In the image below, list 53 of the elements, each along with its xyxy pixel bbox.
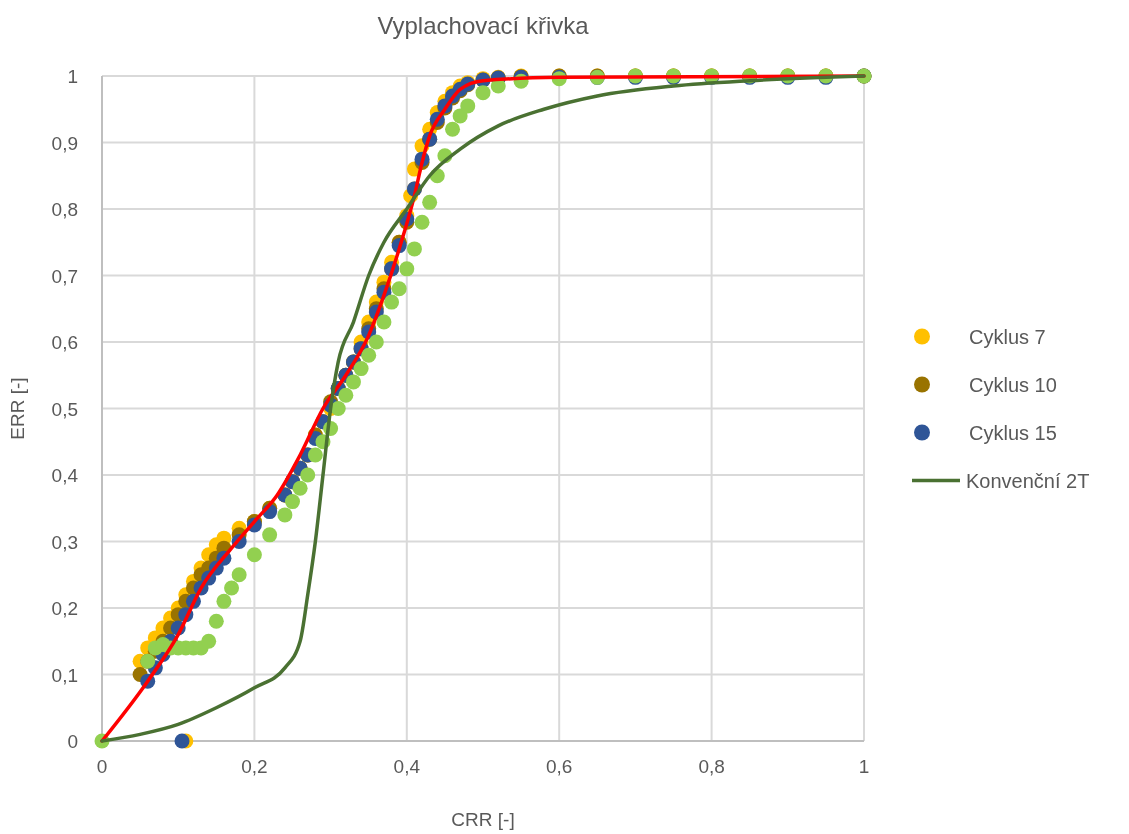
x-tick-label: 0,2 — [241, 756, 268, 777]
x-tick-label: 1 — [858, 756, 870, 777]
y-tick-label: 0,7 — [51, 265, 78, 287]
y-tick-label: 0 — [67, 731, 78, 752]
legend-label: Konvenční 2T — [966, 469, 1090, 492]
point — [307, 447, 323, 463]
point — [376, 314, 392, 330]
y-tick-label: 0,2 — [51, 598, 78, 619]
y-tick-label: 0,4 — [51, 465, 79, 486]
y-axis-title: ERR [-] — [7, 377, 28, 440]
legend-label: Cyklus 15 — [969, 421, 1057, 444]
legend-label: Cyklus 10 — [969, 373, 1057, 396]
point — [277, 507, 293, 523]
point — [445, 121, 461, 137]
point — [353, 361, 369, 377]
point — [422, 194, 438, 210]
point — [262, 527, 278, 543]
point — [460, 98, 476, 114]
point — [208, 613, 224, 629]
point — [174, 733, 190, 749]
point — [201, 633, 217, 649]
point — [399, 261, 415, 277]
x-tick-label: 0,4 — [393, 756, 421, 777]
point — [292, 480, 308, 496]
point — [246, 547, 262, 563]
point — [231, 567, 247, 583]
point — [338, 387, 354, 403]
point — [452, 108, 468, 124]
legend-label: Cyklus 7 — [969, 325, 1046, 348]
point — [361, 347, 377, 363]
point — [285, 494, 300, 510]
x-tick-label: 0,6 — [545, 756, 573, 777]
y-tick-label: 1 — [67, 66, 78, 87]
point — [414, 214, 430, 230]
x-tick-label: 0 — [96, 756, 108, 777]
point — [345, 374, 361, 390]
y-tick-label: 0,6 — [51, 332, 78, 353]
point — [384, 294, 400, 310]
point — [216, 593, 232, 609]
y-tick-label: 0,1 — [51, 664, 78, 686]
point — [391, 281, 407, 297]
point — [406, 241, 422, 257]
x-tick-label: 0,8 — [698, 756, 725, 777]
y-tick-label: 0,3 — [51, 531, 78, 553]
chart-title: Vyplachovací křivka — [377, 12, 590, 39]
point — [224, 580, 240, 596]
y-tick-label: 0,8 — [51, 199, 78, 220]
y-tick-label: 0,5 — [51, 398, 78, 420]
y-tick-label: 0,9 — [51, 132, 78, 154]
point — [475, 85, 491, 101]
x-axis-title: CRR [-] — [451, 809, 515, 830]
point — [300, 467, 316, 483]
point — [368, 334, 384, 350]
